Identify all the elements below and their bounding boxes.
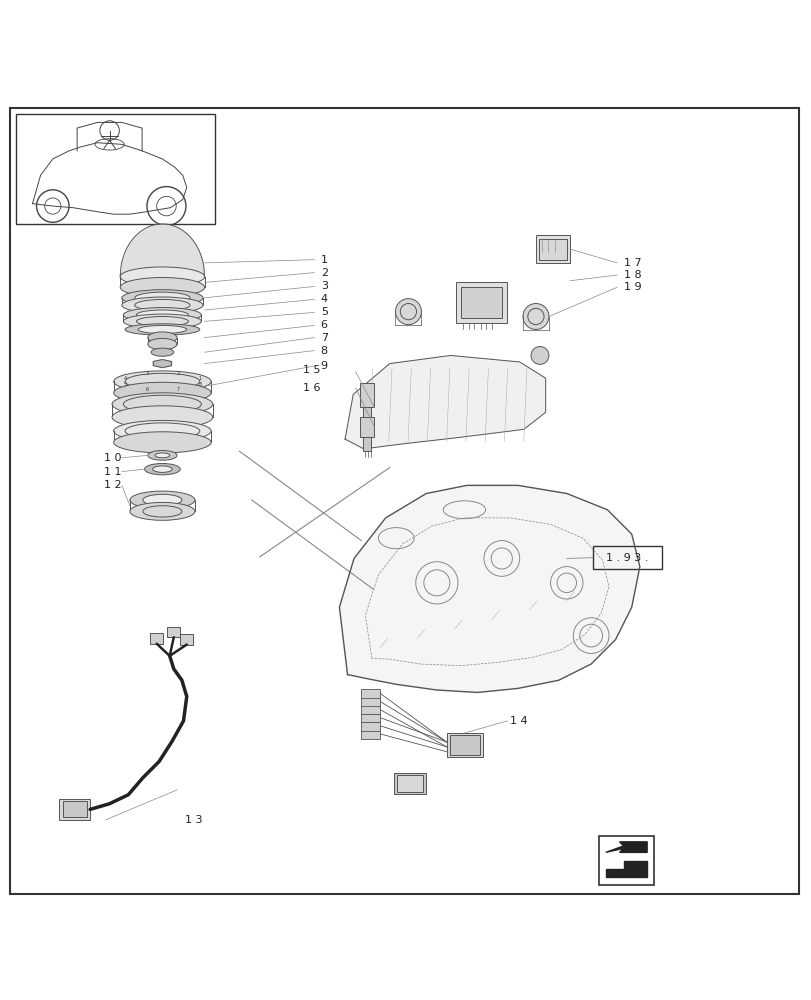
Ellipse shape [151,348,174,356]
Polygon shape [339,485,639,692]
Ellipse shape [123,314,201,329]
Bar [59,799,90,820]
Text: 1 6: 1 6 [303,383,320,393]
Ellipse shape [135,292,190,303]
Text: 2: 2 [176,371,179,376]
Bar [150,633,163,644]
Bar [359,417,374,437]
Text: 5: 5 [320,307,328,317]
Bar [360,689,380,698]
Ellipse shape [123,308,201,322]
Text: 1 . 9 3 .: 1 . 9 3 . [605,553,648,563]
Text: 1 7: 1 7 [623,258,641,268]
Ellipse shape [144,463,180,475]
Text: 1: 1 [320,255,328,265]
Bar [592,546,661,569]
Text: 5: 5 [123,382,127,387]
Text: 6: 6 [320,320,328,330]
Ellipse shape [112,406,212,429]
Bar [599,836,654,885]
Bar [446,733,483,757]
Polygon shape [605,861,646,877]
Ellipse shape [114,420,211,442]
Bar [539,239,566,260]
Bar [359,383,374,407]
Bar [360,714,380,722]
Circle shape [522,303,548,329]
Ellipse shape [122,290,203,306]
Text: 6: 6 [145,387,148,392]
Circle shape [395,299,421,325]
Text: 7: 7 [176,387,179,392]
Ellipse shape [152,466,172,472]
Polygon shape [345,355,545,449]
Text: 1 5: 1 5 [303,365,320,375]
Bar [363,437,371,451]
Polygon shape [153,360,171,368]
Bar [62,801,87,817]
Bar [360,697,380,706]
Ellipse shape [148,332,177,343]
Bar [360,722,380,731]
Ellipse shape [155,453,169,458]
Bar [360,705,380,714]
Text: 1 2: 1 2 [104,480,122,490]
Ellipse shape [114,382,211,403]
Polygon shape [605,842,646,852]
Ellipse shape [138,325,187,334]
Text: 9: 9 [320,361,328,371]
Text: 1: 1 [198,376,201,381]
Ellipse shape [131,255,193,271]
Bar [461,287,501,318]
Circle shape [530,347,548,364]
Ellipse shape [136,310,188,320]
Ellipse shape [130,502,195,520]
Ellipse shape [125,324,200,335]
Bar [363,407,371,422]
Text: 3: 3 [145,371,148,376]
Ellipse shape [112,393,212,416]
Bar [397,775,423,792]
Ellipse shape [143,494,182,506]
Ellipse shape [122,297,203,313]
Bar [360,730,380,739]
Ellipse shape [130,491,195,509]
Text: 1 0: 1 0 [104,453,122,463]
Bar [180,634,193,645]
Ellipse shape [120,267,204,286]
Ellipse shape [114,371,211,392]
Ellipse shape [148,450,177,460]
Bar [167,627,180,637]
Text: 1 9: 1 9 [623,282,641,292]
Ellipse shape [120,278,204,297]
Bar [393,773,426,794]
Ellipse shape [114,432,211,453]
Text: 8: 8 [198,382,201,387]
Text: 1 1: 1 1 [104,467,122,477]
Text: 4: 4 [123,376,127,381]
Text: 1 8: 1 8 [623,270,641,280]
Bar [16,114,215,224]
Text: 1 4: 1 4 [509,716,527,726]
Text: 4: 4 [320,294,328,304]
Bar [535,235,569,263]
Ellipse shape [131,263,193,279]
Ellipse shape [148,338,177,350]
Bar [456,282,506,323]
Text: 7: 7 [320,333,328,343]
Text: 1 3: 1 3 [185,815,203,825]
Text: 3: 3 [320,281,328,291]
Text: 2: 2 [320,268,328,278]
Text: 8: 8 [320,346,328,356]
Bar [449,735,479,755]
